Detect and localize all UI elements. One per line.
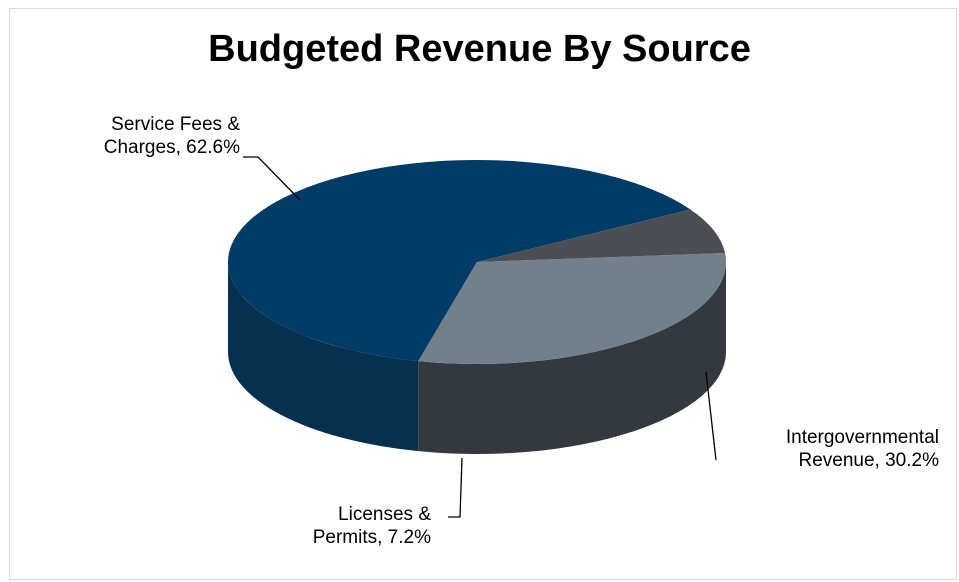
slice-label-service-fees: Service Fees & Charges, 62.6% (104, 113, 240, 159)
leader-line-licenses (448, 458, 462, 517)
leader-line-service-fees (243, 157, 300, 200)
slice-label-intergovernmental: Intergovernmental Revenue, 30.2% (743, 426, 939, 472)
slice-label-licenses: Licenses & Permits, 7.2% (313, 503, 431, 549)
pie-tops (228, 160, 726, 364)
